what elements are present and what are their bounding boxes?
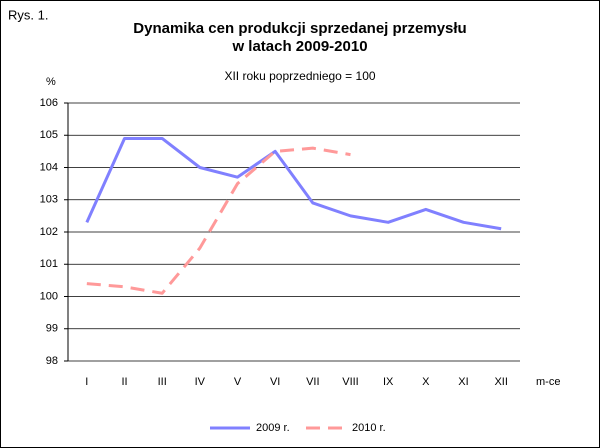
legend-label: 2010 r. bbox=[352, 422, 386, 434]
x-axis-label: m-ce bbox=[536, 376, 560, 388]
y-tick-label: 106 bbox=[40, 97, 58, 109]
x-tick-label: III bbox=[158, 376, 167, 388]
line-series bbox=[85, 136, 502, 231]
line-series bbox=[86, 146, 351, 295]
y-tick-label: 99 bbox=[46, 323, 58, 335]
figure-label: Rys. 1. bbox=[8, 7, 48, 22]
y-tick-label: 103 bbox=[40, 194, 58, 206]
legend-label: 2009 r. bbox=[256, 422, 290, 434]
x-tick-label: II bbox=[121, 376, 127, 388]
x-tick-label: VIII bbox=[342, 376, 359, 388]
y-tick-label: 98 bbox=[46, 355, 58, 367]
x-tick-label: I bbox=[85, 376, 88, 388]
x-tick-label: VI bbox=[270, 376, 280, 388]
chart-subtitle: XII roku poprzedniego = 100 bbox=[224, 69, 375, 83]
x-tick-label: XI bbox=[458, 376, 468, 388]
x-tick-label: XII bbox=[494, 376, 507, 388]
y-tick-label: 101 bbox=[40, 258, 58, 270]
x-tick-label: X bbox=[422, 376, 430, 388]
chart-title: Dynamika cen produkcji sprzedanej przemy… bbox=[133, 20, 466, 37]
y-axis-label: % bbox=[46, 76, 56, 88]
y-tick-label: 104 bbox=[40, 161, 58, 173]
x-tick-label: VII bbox=[306, 376, 319, 388]
x-tick-label: IV bbox=[195, 376, 206, 388]
chart-title: w latach 2009-2010 bbox=[231, 38, 367, 55]
y-tick-label: 105 bbox=[40, 129, 58, 141]
y-tick-label: 100 bbox=[40, 290, 58, 302]
x-tick-label: V bbox=[234, 376, 242, 388]
y-tick-label: 102 bbox=[40, 226, 58, 238]
x-tick-label: IX bbox=[383, 376, 394, 388]
